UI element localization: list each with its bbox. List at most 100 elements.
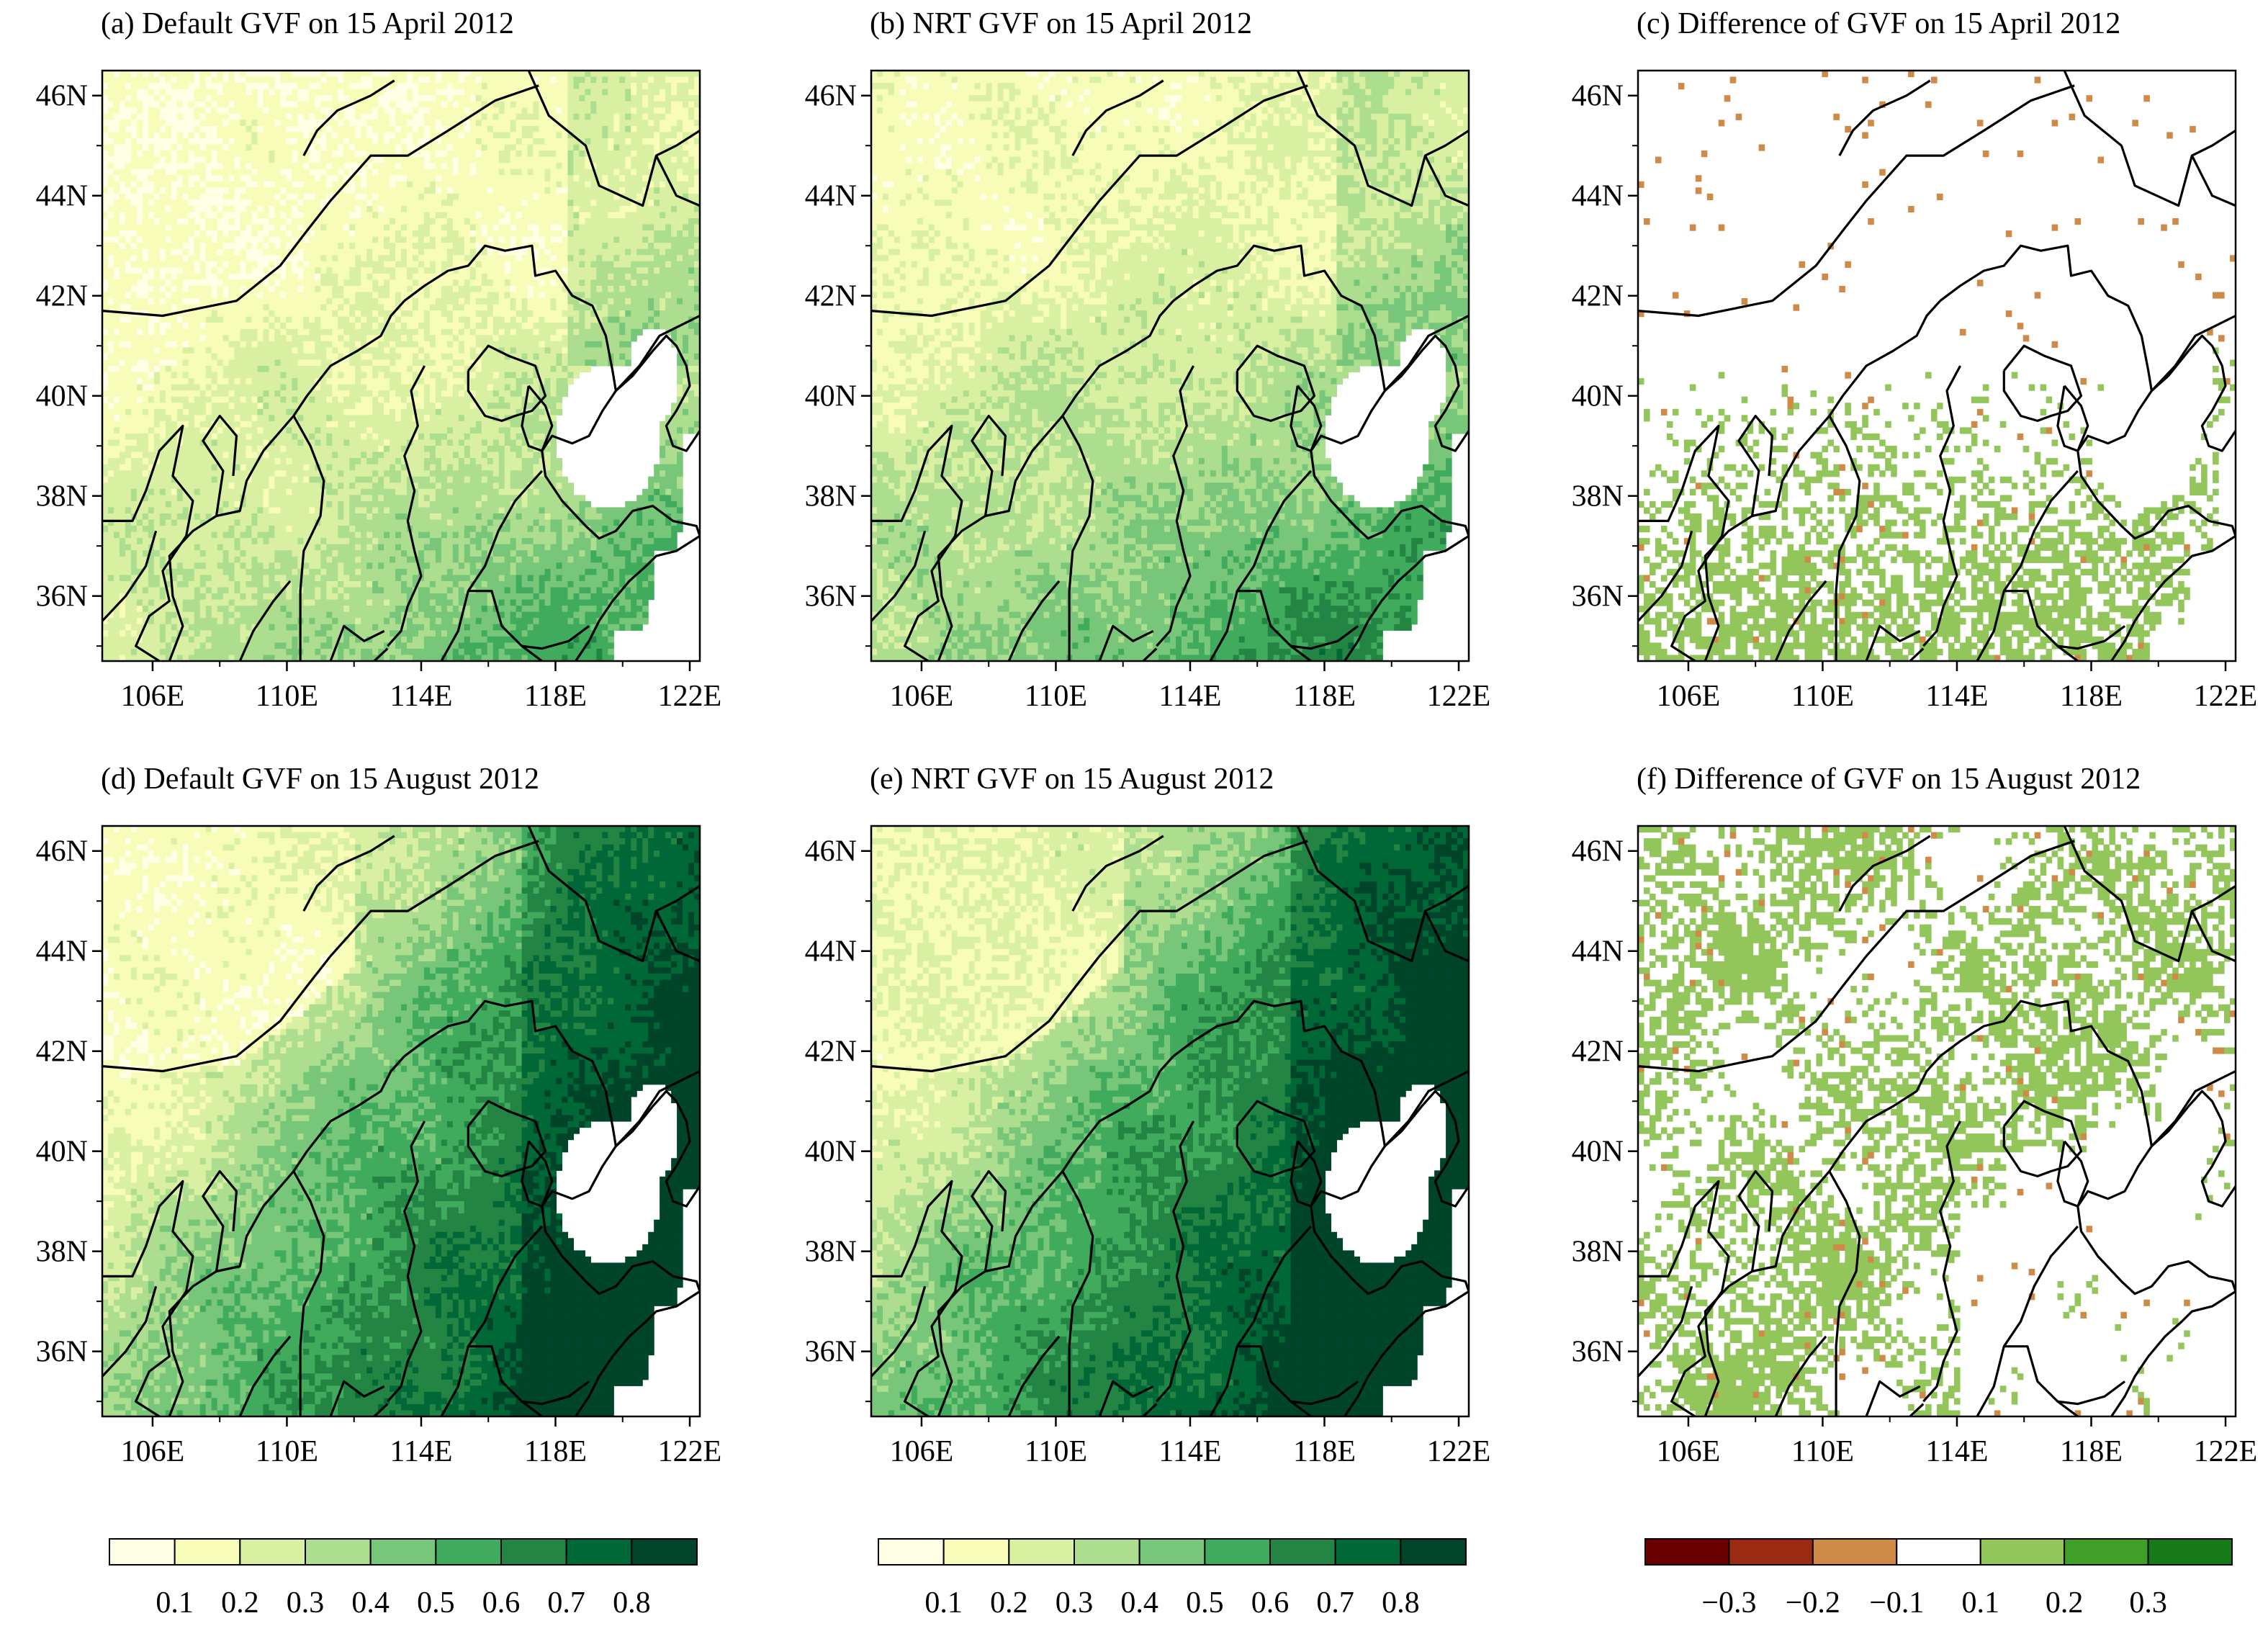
lat-tick-label: 36N — [805, 1336, 857, 1369]
colorbar-gvf-2: 0.1 0.2 0.3 0.4 0.5 0.6 0.7 0.8 — [878, 1538, 1467, 1620]
lon-tick-label: 110E — [256, 680, 318, 713]
boundary-line — [871, 840, 1308, 1073]
lat-tick-label: 40N — [1572, 380, 1624, 413]
lat-tick-label: 44N — [36, 180, 88, 213]
boundary-line — [1704, 415, 1831, 661]
boundary-line — [102, 530, 158, 622]
colorbar-swatch — [1269, 1538, 1336, 1566]
lat-tick-label: 38N — [1572, 1236, 1624, 1269]
map-panel-e: (e) NRT GVF on 15 August 2012 46N 44N 42N 40… — [805, 763, 1491, 1468]
colorbar-swatch — [631, 1538, 698, 1566]
lat-tick-label: 36N — [1572, 1336, 1624, 1369]
boundary-line — [1838, 835, 1931, 912]
gvf-grid-c — [1638, 71, 2236, 661]
boundary-line — [1290, 625, 1359, 650]
lat-tick-label: 42N — [36, 1036, 88, 1069]
boundary-line — [2151, 1090, 2236, 1208]
colorbar-swatch — [2064, 1538, 2149, 1566]
lon-tick-label: 106E — [121, 1435, 185, 1468]
boundary-line — [1384, 1090, 1469, 1208]
boundary-line — [302, 79, 395, 156]
boundary-line — [467, 470, 543, 592]
boundary-line — [1638, 1180, 1730, 1416]
boundary-line — [1061, 300, 1174, 417]
boundary-line — [1423, 155, 1469, 207]
boundary-line — [1172, 1000, 1386, 1146]
lon-tick-label: 114E — [1158, 680, 1221, 713]
colorbar-swatch — [1204, 1538, 1272, 1566]
lon-tick-label: 106E — [121, 680, 185, 713]
lon-tick-label: 110E — [1791, 680, 1854, 713]
boundary-line — [971, 1169, 1007, 1272]
gvf-grid-a — [102, 71, 700, 661]
boundary-line — [1142, 1403, 1158, 1416]
boundary-line — [467, 1225, 543, 1347]
boundary-line — [302, 835, 395, 912]
boundary-line — [168, 1170, 295, 1416]
boundary-line — [292, 1170, 325, 1416]
colorbar-swatch — [1812, 1538, 1898, 1566]
boundary-line — [2076, 390, 2236, 661]
lon-tick-label: 114E — [390, 1435, 452, 1468]
lon-tick-label: 122E — [658, 1435, 722, 1468]
boundary-line — [2151, 334, 2236, 452]
panel-title-f: (f) Difference of GVF on 15 August 2012 — [1637, 763, 2141, 796]
boundary-line — [1638, 84, 2075, 318]
boundary-line — [1236, 344, 1316, 422]
boundary-line — [238, 1335, 292, 1416]
colorbar-label: 0.2 — [990, 1586, 1028, 1620]
boundary-line — [1296, 826, 1469, 963]
gvf-grid-f — [1638, 826, 2236, 1416]
boundary-line — [1828, 1170, 1861, 1416]
lat-tick-label: 46N — [1572, 835, 1624, 868]
boundary-line — [1838, 79, 1931, 156]
boundary-line — [1007, 1335, 1061, 1416]
panel-title-a: (a) Default GVF on 15 April 2012 — [101, 7, 514, 40]
colorbar-swatch — [2147, 1538, 2233, 1566]
colorbar-label: −0.2 — [1786, 1586, 1840, 1620]
boundary-line — [1142, 647, 1158, 661]
colorbar-swatch — [1138, 1538, 1206, 1566]
boundary-line — [521, 625, 590, 650]
lat-tick-label: 40N — [36, 1136, 88, 1169]
boundary-line — [654, 155, 700, 207]
boundary-line — [2002, 1100, 2083, 1177]
boundary-line — [521, 1380, 590, 1406]
map-frame — [870, 825, 1470, 1418]
map-frame — [101, 69, 701, 662]
boundary-line — [238, 580, 292, 661]
lon-tick-label: 110E — [1791, 1435, 1854, 1468]
boundary-line — [2076, 1145, 2236, 1416]
boundary-line — [2002, 1225, 2079, 1347]
boundary-line — [615, 1070, 700, 1147]
gvf-grid-b — [871, 71, 1469, 661]
colorbar-swatch — [369, 1538, 437, 1566]
boundary-line — [1236, 1225, 1312, 1347]
boundary-line — [373, 647, 389, 661]
lat-tick-label: 38N — [805, 1236, 857, 1269]
lat-tick-label: 42N — [805, 1036, 857, 1069]
boundary-line — [1384, 315, 1469, 392]
boundary-line — [1423, 910, 1469, 963]
colorbar-label: 0.1 — [156, 1586, 194, 1620]
lat-tick-label: 38N — [805, 480, 857, 513]
boundary-line — [1909, 647, 1925, 661]
boundary-line — [1828, 1055, 1941, 1172]
boundary-line — [1774, 1335, 1827, 1416]
boundary-line — [1638, 530, 1693, 622]
boundary-line — [1939, 1000, 2153, 1146]
colorbar-label: 0.4 — [351, 1586, 390, 1620]
boundary-line — [1310, 1145, 1469, 1416]
boundary-line — [2063, 71, 2236, 207]
lon-tick-label: 122E — [1427, 1435, 1491, 1468]
boundary-line — [1737, 414, 1774, 516]
lat-tick-label: 44N — [36, 935, 88, 969]
boundary-line — [403, 244, 617, 391]
colorbar-label: 0.6 — [1251, 1586, 1290, 1620]
map-panel-d: (d) Default GVF on 15 August 2012 46N 44N 4… — [36, 763, 722, 1468]
colorbar-label: 0.7 — [547, 1586, 585, 1620]
boundary-line — [1828, 300, 1941, 417]
boundary-line — [541, 390, 700, 661]
boundary-line — [292, 300, 405, 417]
colorbar-label: 0.3 — [287, 1586, 325, 1620]
